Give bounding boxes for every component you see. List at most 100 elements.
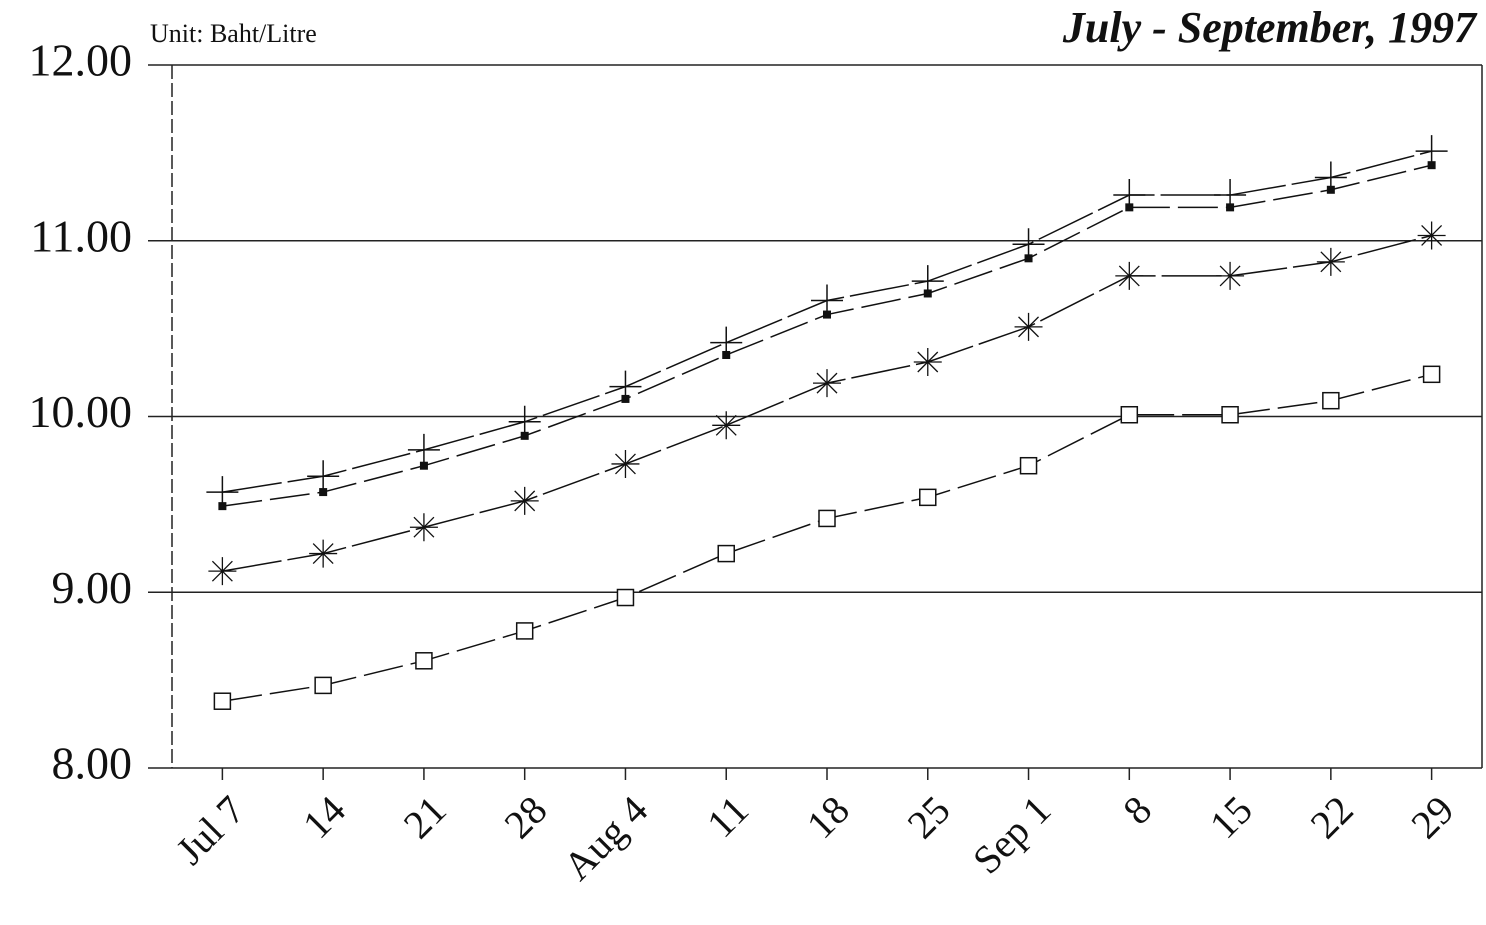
marker — [1115, 261, 1144, 290]
marker — [919, 488, 937, 507]
marker — [616, 588, 635, 607]
marker — [1316, 247, 1345, 276]
marker — [913, 348, 942, 377]
x-tick-label: Sep 1 — [964, 787, 1059, 882]
data-point — [823, 310, 831, 319]
data-point — [520, 431, 529, 440]
marker — [520, 431, 529, 440]
marker — [510, 486, 539, 515]
data-point — [208, 557, 237, 586]
data-point — [213, 692, 232, 710]
marker — [515, 622, 534, 640]
x-tick-label: 21 — [395, 787, 455, 847]
x-tick-label: 25 — [899, 787, 959, 847]
marker — [722, 350, 731, 359]
data-point — [1125, 203, 1134, 212]
x-tick-label: 8 — [1114, 787, 1160, 833]
data-point — [1019, 456, 1038, 475]
data-point — [923, 289, 932, 298]
chart-title: July - September, 1997 — [1062, 3, 1478, 52]
data-point — [218, 502, 227, 511]
marker — [1221, 405, 1239, 424]
data-point — [1226, 203, 1235, 212]
marker — [1422, 365, 1441, 384]
marker — [1019, 456, 1038, 475]
data-point — [515, 622, 534, 640]
marker — [621, 394, 630, 403]
data-point — [314, 676, 332, 695]
marker — [419, 461, 428, 470]
marker — [314, 676, 332, 695]
marker — [208, 557, 237, 586]
y-tick-label: 9.00 — [52, 562, 133, 613]
data-point — [1024, 254, 1033, 263]
marker — [818, 509, 836, 528]
data-point — [1417, 221, 1446, 250]
x-tick-label: 29 — [1402, 787, 1462, 847]
series-line — [222, 150, 1432, 493]
marker — [1226, 203, 1235, 212]
data-point — [621, 394, 630, 403]
marker — [213, 692, 232, 710]
marker — [1120, 405, 1139, 424]
data-point — [1115, 261, 1144, 290]
marker — [407, 433, 440, 466]
data-point — [1422, 365, 1441, 384]
x-tick-label: 14 — [294, 787, 354, 847]
data-point — [616, 588, 635, 607]
x-tick-label: 28 — [495, 787, 555, 847]
y-tick-label: 11.00 — [30, 210, 132, 261]
unit-note: Unit: Baht/Litre — [150, 19, 317, 48]
data-point — [919, 488, 937, 507]
data-point — [1322, 391, 1340, 410]
data-point — [307, 460, 340, 493]
marker — [1216, 261, 1245, 290]
marker — [1326, 185, 1335, 194]
y-tick-label: 12.00 — [29, 35, 133, 86]
data-point — [1427, 161, 1436, 170]
marker — [717, 544, 735, 563]
data-point — [818, 509, 836, 528]
marker — [712, 411, 741, 440]
data-point — [913, 348, 942, 377]
data-point — [813, 369, 841, 398]
data-point — [717, 544, 735, 563]
data-point — [1120, 405, 1139, 424]
marker — [1125, 203, 1134, 212]
marker — [409, 513, 438, 542]
y-tick-label: 8.00 — [52, 738, 133, 789]
data-point — [1326, 185, 1335, 194]
x-tick-label: 11 — [698, 787, 757, 846]
marker — [923, 289, 932, 298]
data-point — [1014, 312, 1043, 341]
marker — [307, 460, 340, 493]
data-point — [1221, 405, 1239, 424]
data-point — [722, 350, 731, 359]
marker — [1427, 161, 1436, 170]
data-point — [1316, 247, 1345, 276]
series-line — [222, 373, 1432, 702]
data-point — [415, 652, 433, 670]
marker — [1024, 254, 1033, 263]
x-tick-label: 15 — [1201, 787, 1261, 847]
data-point — [712, 411, 741, 440]
marker — [1417, 221, 1446, 250]
data-point — [319, 488, 328, 497]
marker — [309, 539, 338, 568]
marker — [218, 502, 227, 511]
y-tick-label: 10.00 — [29, 386, 133, 437]
data-point — [407, 433, 440, 466]
data-point — [309, 539, 338, 568]
marker — [1014, 312, 1043, 341]
marker — [813, 369, 841, 398]
data-point — [1216, 261, 1245, 290]
data-point — [409, 513, 438, 542]
x-tick-label: 22 — [1302, 787, 1362, 847]
data-point — [510, 486, 539, 515]
data-point — [419, 461, 428, 470]
marker — [415, 652, 433, 670]
marker — [1322, 391, 1340, 410]
x-tick-label: 18 — [798, 787, 858, 847]
marker — [611, 449, 640, 478]
